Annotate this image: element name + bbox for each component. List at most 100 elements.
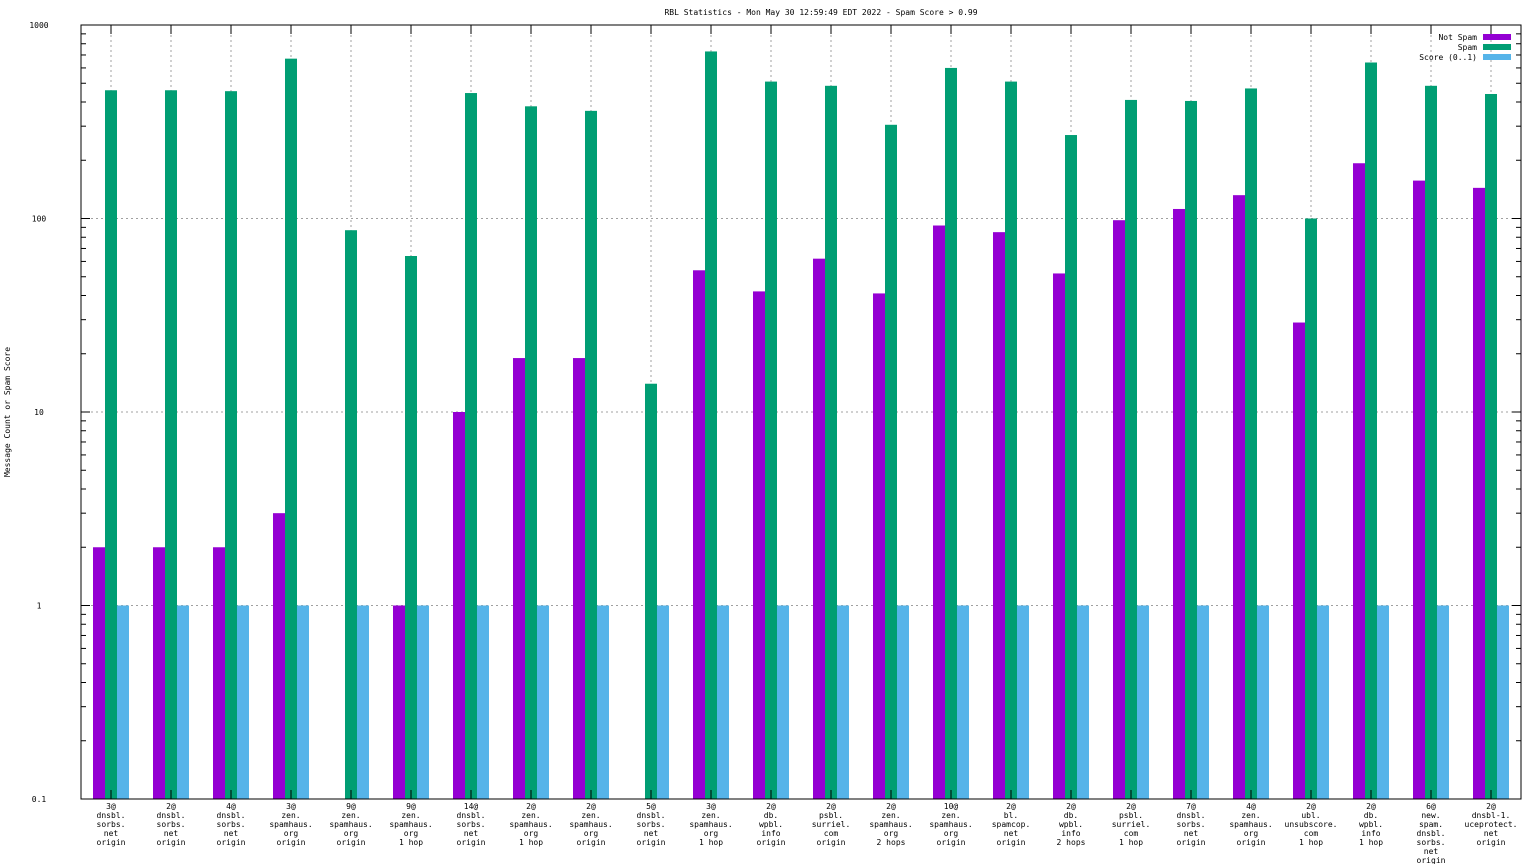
bar-score-0-1 [1437, 605, 1449, 799]
bar-score-0-1 [777, 605, 789, 799]
bar-not-spam [1353, 163, 1365, 800]
x-tick-label-line: spamhaus. [569, 820, 612, 829]
x-tick-label-line: 2@ [166, 802, 176, 811]
legend-swatch [1483, 54, 1511, 60]
x-tick-label: 9@ zen. spamhaus. org 1 hop [389, 802, 432, 847]
x-tick-label-line: 3@ [286, 802, 296, 811]
bar-score-0-1 [957, 605, 969, 799]
x-tick-label-line: 6@ [1426, 802, 1436, 811]
x-tick-label-line: 1 hop [1119, 838, 1143, 847]
x-tick-label-line: db. [764, 811, 778, 820]
x-tick-label-line: 2@ [1126, 802, 1136, 811]
x-tick-label-line: spam. [1419, 820, 1443, 829]
legend-label: Spam [1458, 43, 1477, 52]
x-tick-label-line: 2@ [1366, 802, 1376, 811]
x-tick-label-line: net [464, 829, 479, 838]
x-tick-label-line: 2@ [886, 802, 896, 811]
bar-score-0-1 [1317, 605, 1329, 799]
x-tick-label-line: 1 hop [519, 838, 543, 847]
x-tick-label-line: 2@ [1306, 802, 1316, 811]
x-tick-label: 2@ dnsbl-1. uceprotect. net origin [1465, 802, 1518, 847]
bar-not-spam [1233, 195, 1245, 799]
x-tick-label-line: 5@ [646, 802, 656, 811]
x-tick-label-line: net [1004, 829, 1019, 838]
x-tick-label-line: 4@ [226, 802, 236, 811]
x-tick-label: 14@ dnsbl. sorbs. net origin [457, 802, 486, 847]
x-tick-label-line: origin [1477, 838, 1506, 847]
x-tick-label-line: 3@ [706, 802, 716, 811]
x-tick-label-line: 1 hop [1359, 838, 1383, 847]
x-tick-label-line: dnsbl. [1177, 811, 1206, 820]
x-tick-label: 2@ psbl. surriel. com origin [812, 802, 851, 847]
bar-not-spam [813, 258, 825, 799]
x-tick-label-line: surriel. [812, 820, 851, 829]
x-tick-label-line: spamhaus. [869, 820, 912, 829]
bar-spam [825, 85, 837, 800]
x-tick-label: 2@ db. wpbl. info origin [757, 802, 786, 847]
x-tick-label-line: zen. [581, 811, 600, 820]
x-tick-label-line: net [644, 829, 659, 838]
x-tick-label-line: new. [1421, 811, 1440, 820]
bar-spam [165, 90, 177, 800]
x-tick-label-line: psbl. [819, 811, 843, 820]
bar-spam [1065, 135, 1077, 799]
x-tick-label-line: spamhaus. [929, 820, 972, 829]
x-tick-label-line: 2@ [766, 802, 776, 811]
bar-score-0-1 [297, 605, 309, 799]
bar-score-0-1 [417, 605, 429, 799]
x-tick-label-line: 10@ [944, 802, 959, 811]
bar-not-spam [1293, 322, 1305, 799]
x-tick-label-line: origin [1417, 856, 1446, 864]
x-tick-label: 2@ zen. spamhaus. org origin [569, 802, 612, 847]
x-tick-label-line: dnsbl. [457, 811, 486, 820]
x-tick-label-line: origin [277, 838, 306, 847]
x-tick-label-line: spamhaus. [389, 820, 432, 829]
bar-not-spam [393, 605, 405, 799]
bar-score-0-1 [1377, 605, 1389, 799]
x-tick-label-line: db. [1364, 811, 1378, 820]
x-tick-label-line: wpbl. [1359, 820, 1383, 829]
x-tick-label-line: org [404, 829, 419, 838]
x-tick-label: 3@ zen. spamhaus. org origin [269, 802, 312, 847]
x-tick-label-line: dnsbl. [637, 811, 666, 820]
x-tick-label-line: origin [637, 838, 666, 847]
bar-spam [885, 124, 897, 800]
x-tick-label-line: dnsbl. [1417, 829, 1446, 838]
bar-spam [1365, 62, 1377, 800]
x-tick-label-line: spamhaus. [1229, 820, 1272, 829]
bar-not-spam [873, 293, 885, 799]
x-tick-label: 3@ dnsbl. sorbs. net origin [97, 802, 126, 847]
x-tick-label-line: zen. [341, 811, 360, 820]
x-tick-label-line: org [944, 829, 959, 838]
bar-score-0-1 [1197, 605, 1209, 799]
bar-score-0-1 [1257, 605, 1269, 799]
x-tick-label-line: spamhaus. [689, 820, 732, 829]
x-tick-label: 3@ zen. spamhaus. org 1 hop [689, 802, 732, 847]
y-axis-label: Message Count or Spam Score [3, 347, 12, 477]
x-tick-label-line: 1 hop [399, 838, 423, 847]
x-tick-label-line: 1 hop [1299, 838, 1323, 847]
x-tick-label-line: origin [1237, 838, 1266, 847]
bar-spam [765, 81, 777, 799]
x-tick-label-line: origin [217, 838, 246, 847]
y-tick-label: 1000 [29, 21, 48, 30]
x-tick-label-line: net [1484, 829, 1499, 838]
bar-spam [405, 256, 417, 800]
x-tick-label: 2@ ubl. unsubscore. com 1 hop [1285, 802, 1338, 847]
legend-label: Not Spam [1438, 33, 1477, 42]
bar-not-spam [693, 270, 705, 799]
bar-spam [465, 93, 477, 799]
bar-not-spam [1053, 273, 1065, 799]
x-tick-label-line: 3@ [106, 802, 116, 811]
x-tick-label-line: zen. [1241, 811, 1260, 820]
x-tick-label-line: dnsbl-1. [1472, 811, 1511, 820]
bar-score-0-1 [237, 605, 249, 799]
bar-spam [525, 106, 537, 799]
bar-spam [285, 58, 297, 799]
bar-spam [1005, 81, 1017, 799]
x-tick-label-line: sorbs. [1417, 838, 1446, 847]
bar-score-0-1 [1077, 605, 1089, 799]
y-tick-label: 100 [32, 215, 47, 224]
x-tick-label: 2@ db. wpbl. info 1 hop [1359, 802, 1383, 847]
